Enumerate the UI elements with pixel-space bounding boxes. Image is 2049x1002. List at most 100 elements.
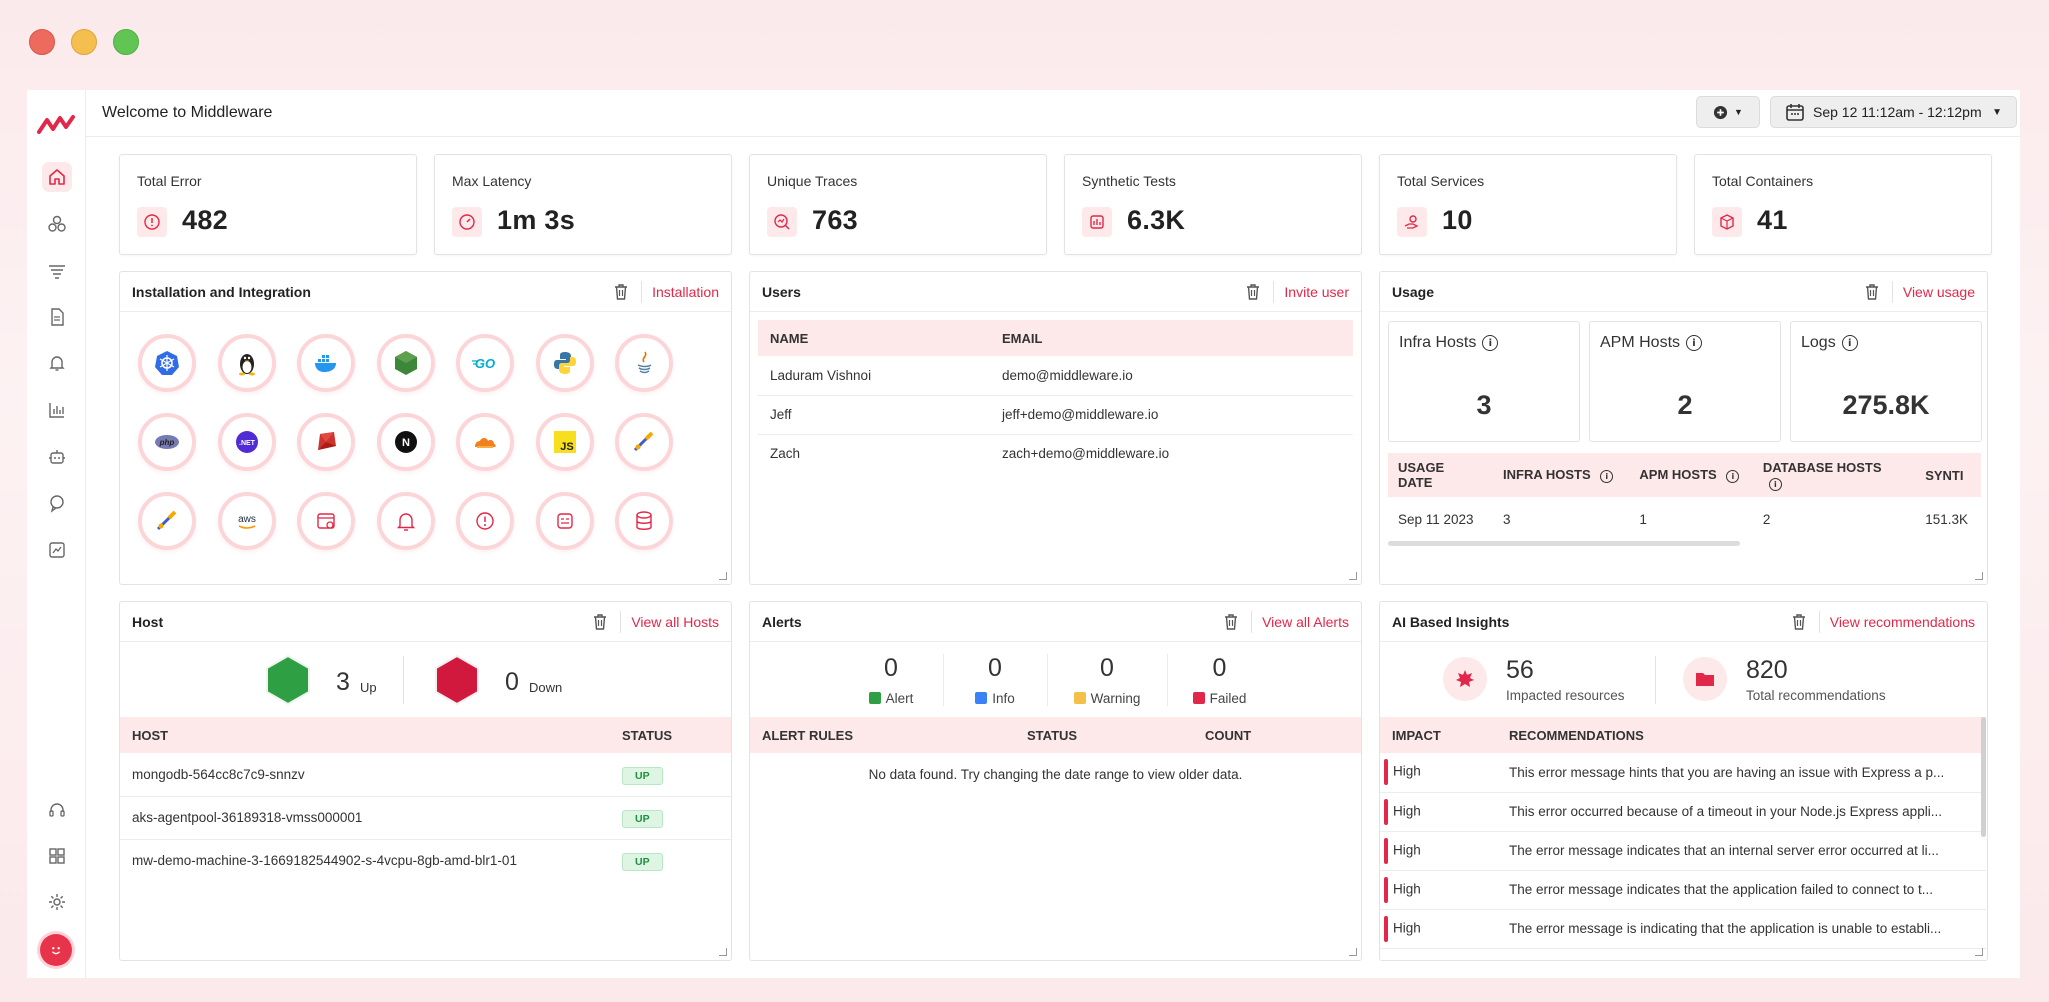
kpi-logs[interactable]: Logs i 275.8K — [1790, 321, 1982, 442]
info-icon[interactable]: i — [1482, 335, 1499, 351]
table-row[interactable]: Zach zach+demo@middleware.io — [758, 434, 1353, 473]
trash-icon[interactable] — [613, 283, 629, 301]
table-row[interactable]: High The error message indicates that an… — [1380, 831, 1986, 871]
robot-icon[interactable] — [42, 442, 72, 472]
view-recommendations-link[interactable]: View recommendations — [1829, 613, 1975, 630]
home-icon[interactable] — [42, 162, 72, 192]
column-header-email[interactable]: EMAIL — [1002, 330, 1043, 346]
info-icon[interactable]: i — [1686, 335, 1703, 351]
date-range-picker[interactable]: Sep 12 11:12am - 12:12pm ▼ — [1770, 96, 2017, 128]
bell-icon[interactable] — [42, 348, 72, 378]
alert-circle-icon[interactable] — [456, 492, 514, 550]
nextjs-icon[interactable]: N — [376, 413, 435, 471]
resize-handle[interactable] — [1349, 948, 1357, 956]
installation-link[interactable]: Installation — [652, 283, 719, 300]
resize-handle[interactable] — [1975, 572, 1983, 580]
telescope-icon[interactable] — [615, 413, 673, 471]
python-icon[interactable] — [535, 334, 594, 392]
php-icon[interactable]: php — [138, 413, 196, 471]
table-row[interactable]: aks-agentpool-36189318-vmss000001 UP — [120, 796, 731, 840]
table-row[interactable]: mw-demo-machine-3-1669182544902-s-4vcpu-… — [120, 839, 731, 882]
info-icon[interactable]: i — [1841, 335, 1858, 351]
go-icon[interactable]: GO — [456, 334, 514, 392]
view-all-hosts-link[interactable]: View all Hosts — [631, 613, 719, 630]
infrastructure-icon[interactable] — [42, 209, 72, 239]
add-button[interactable]: ▼ — [1696, 96, 1760, 128]
trash-icon[interactable] — [1864, 283, 1880, 301]
invite-user-link[interactable]: Invite user — [1284, 283, 1349, 300]
bar-chart-icon[interactable] — [42, 395, 72, 425]
info-icon[interactable]: i — [1726, 470, 1740, 483]
column-header-host[interactable]: HOST — [132, 727, 169, 743]
kubernetes-icon[interactable] — [138, 334, 196, 392]
kpi-infra-hosts[interactable]: Infra Hosts i 3 — [1388, 321, 1580, 442]
bell-icon[interactable] — [376, 492, 435, 550]
info-icon[interactable]: i — [1768, 477, 1782, 491]
table-row[interactable]: Sep 11 2023 3 1 2 151.3K — [1388, 497, 1981, 541]
trash-icon[interactable] — [1223, 613, 1239, 631]
resize-handle[interactable] — [719, 948, 727, 956]
table-row[interactable]: High This error occurred because of a ti… — [1380, 792, 1986, 832]
minimize-window-button[interactable] — [71, 29, 97, 55]
alert-count-failed[interactable]: 0 Failed — [1168, 654, 1272, 706]
java-icon[interactable] — [615, 334, 673, 392]
alert-count-warning[interactable]: 0 Warning — [1048, 653, 1168, 706]
resize-handle[interactable] — [1349, 572, 1357, 580]
ruby-icon[interactable] — [297, 413, 355, 471]
info-icon[interactable]: i — [1600, 470, 1614, 483]
close-window-button[interactable] — [29, 29, 55, 55]
horizontal-scrollbar[interactable] — [1388, 541, 1740, 546]
telescope-icon[interactable] — [138, 492, 196, 550]
stat-card-unique-traces[interactable]: Unique Traces 763 — [749, 154, 1047, 255]
resize-handle[interactable] — [719, 572, 727, 580]
column-header-recommendations[interactable]: RECOMMENDATIONS — [1509, 727, 1644, 743]
table-row[interactable]: High This error message hints that you a… — [1380, 753, 1986, 793]
trash-icon[interactable] — [1791, 613, 1807, 631]
column-header-status[interactable]: STATUS — [1027, 727, 1078, 743]
alert-count-alert[interactable]: 0 Alert — [840, 653, 944, 706]
column-header-name[interactable]: NAME — [770, 330, 809, 346]
kpi-apm-hosts[interactable]: APM Hosts i 2 — [1589, 321, 1781, 442]
table-row[interactable]: Laduram Vishnoi demo@middleware.io — [758, 356, 1353, 396]
column-header-infra-hosts[interactable]: INFRA HOSTS i — [1493, 453, 1629, 497]
table-row[interactable]: Jeff jeff+demo@middleware.io — [758, 395, 1353, 435]
logs-filter-icon[interactable] — [42, 256, 72, 286]
view-all-alerts-link[interactable]: View all Alerts — [1262, 613, 1349, 630]
resize-handle[interactable] — [1975, 948, 1983, 956]
table-row[interactable]: High The error message indicates that th… — [1380, 870, 1986, 910]
trash-icon[interactable] — [1245, 283, 1261, 301]
apps-grid-icon[interactable] — [42, 841, 72, 871]
nodejs-icon[interactable] — [376, 334, 435, 392]
column-header-alert-rules[interactable]: ALERT RULES — [762, 727, 853, 743]
docker-icon[interactable] — [297, 334, 355, 392]
table-row[interactable]: High The error message is indicating tha… — [1380, 909, 1986, 949]
stat-card-total-error[interactable]: Total Error 482 — [119, 154, 417, 255]
stat-card-max-latency[interactable]: Max Latency 1m 3s — [434, 154, 732, 255]
trash-icon[interactable] — [592, 613, 608, 631]
chat-support-icon[interactable] — [42, 488, 72, 518]
document-icon[interactable] — [42, 302, 72, 332]
column-header-usage-date[interactable]: USAGE DATE — [1398, 460, 1445, 490]
table-row[interactable]: mongodb-564cc8c7c9-snnzv UP — [120, 753, 731, 797]
stat-card-total-services[interactable]: Total Services 10 — [1379, 154, 1677, 255]
vertical-scrollbar[interactable] — [1981, 717, 1986, 837]
user-avatar[interactable] — [40, 934, 72, 966]
column-header-apm-hosts[interactable]: APM HOSTS i — [1629, 453, 1752, 497]
alert-count-info[interactable]: 0 Info — [944, 653, 1048, 706]
database-icon[interactable] — [615, 492, 673, 550]
view-usage-link[interactable]: View usage — [1902, 283, 1975, 300]
maximize-window-button[interactable] — [113, 29, 139, 55]
cloudflare-icon[interactable] — [456, 413, 514, 471]
column-header-impact[interactable]: IMPACT — [1392, 727, 1441, 743]
javascript-icon[interactable]: JS — [535, 413, 594, 471]
log-icon[interactable] — [535, 492, 594, 550]
headset-icon[interactable] — [42, 795, 72, 825]
stat-card-total-containers[interactable]: Total Containers 41 — [1694, 154, 1992, 255]
column-header-synthetics[interactable]: SYNTI — [1925, 467, 1964, 483]
column-header-database-hosts[interactable]: DATABASE HOSTS i — [1753, 453, 1915, 497]
browser-monitor-icon[interactable] — [297, 492, 355, 550]
dotnet-icon[interactable]: .NET — [217, 413, 276, 471]
synthetic-monitor-icon[interactable] — [42, 535, 72, 565]
middleware-logo-icon[interactable] — [36, 110, 76, 138]
column-header-count[interactable]: COUNT — [1205, 727, 1252, 743]
